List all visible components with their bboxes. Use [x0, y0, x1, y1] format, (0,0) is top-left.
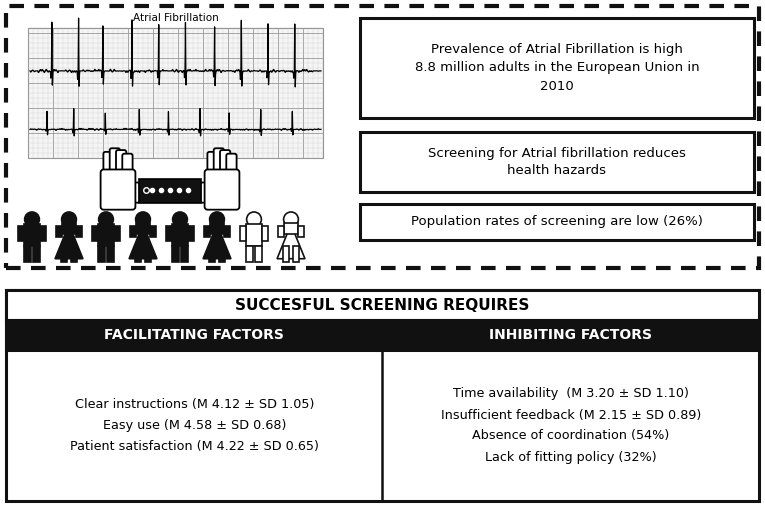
Bar	[92, 226, 98, 241]
FancyBboxPatch shape	[122, 154, 132, 177]
Bar	[56, 226, 63, 237]
Text: Time availability  (M 3.20 ± SD 1.10)
Insufficient feedback (M 2.15 ± SD 0.89)
A: Time availability (M 3.20 ± SD 1.10) Ins…	[441, 387, 701, 463]
Bar	[135, 245, 142, 262]
Bar	[6, 290, 759, 320]
Bar	[98, 224, 114, 245]
FancyBboxPatch shape	[226, 154, 236, 177]
Bar	[41, 226, 46, 241]
Bar	[210, 223, 223, 234]
Bar	[6, 6, 759, 268]
Bar	[130, 226, 136, 237]
Bar	[70, 245, 77, 262]
Bar	[6, 290, 759, 501]
Bar	[139, 179, 201, 203]
Text: Clear instructions (M 4.12 ± SD 1.05)
Easy use (M 4.58 ± SD 0.68)
Patient satisf: Clear instructions (M 4.12 ± SD 1.05) Ea…	[70, 398, 319, 453]
Bar	[150, 226, 156, 237]
Bar	[24, 245, 31, 262]
Polygon shape	[203, 224, 231, 259]
Bar	[240, 226, 246, 241]
Bar	[246, 245, 253, 262]
Circle shape	[99, 212, 113, 227]
Circle shape	[246, 212, 262, 227]
Text: FACILITATING FACTORS: FACILITATING FACTORS	[104, 328, 284, 342]
FancyBboxPatch shape	[200, 183, 213, 203]
Bar	[28, 28, 323, 158]
FancyBboxPatch shape	[213, 148, 224, 177]
Circle shape	[62, 212, 76, 227]
Bar	[60, 245, 67, 262]
Circle shape	[210, 212, 224, 227]
Polygon shape	[55, 224, 83, 259]
Bar	[145, 245, 151, 262]
Bar	[204, 226, 210, 237]
FancyBboxPatch shape	[116, 150, 126, 177]
Text: Prevalence of Atrial Fibrillation is high
8.8 million adults in the European Uni: Prevalence of Atrial Fibrillation is hig…	[415, 44, 699, 92]
FancyBboxPatch shape	[220, 150, 230, 177]
Polygon shape	[129, 224, 157, 259]
Bar	[219, 245, 225, 262]
Bar	[172, 224, 188, 245]
Circle shape	[173, 212, 187, 227]
Text: Atrial Fibrillation: Atrial Fibrillation	[132, 13, 218, 23]
Circle shape	[135, 212, 151, 227]
Bar	[285, 223, 298, 234]
Circle shape	[24, 212, 39, 227]
FancyBboxPatch shape	[101, 169, 135, 210]
Bar	[6, 320, 759, 350]
Text: SUCCESFUL SCREENING REQUIRES: SUCCESFUL SCREENING REQUIRES	[236, 298, 529, 312]
Bar	[262, 226, 268, 241]
Bar	[360, 204, 754, 240]
Text: INHIBITING FACTORS: INHIBITING FACTORS	[490, 328, 653, 342]
Bar	[166, 226, 172, 241]
Bar	[293, 245, 299, 262]
Bar	[99, 245, 105, 262]
Bar	[360, 18, 754, 118]
FancyBboxPatch shape	[109, 148, 120, 177]
Bar	[63, 223, 76, 234]
Bar	[223, 226, 230, 237]
FancyBboxPatch shape	[207, 152, 218, 177]
Bar	[172, 245, 179, 262]
Polygon shape	[277, 224, 305, 259]
Bar	[360, 132, 754, 192]
Bar	[18, 226, 24, 241]
Text: Screening for Atrial fibrillation reduces
health hazards: Screening for Atrial fibrillation reduce…	[428, 147, 686, 177]
Bar	[107, 245, 113, 262]
FancyBboxPatch shape	[204, 169, 239, 210]
Bar	[298, 226, 304, 237]
Bar	[33, 245, 40, 262]
Bar	[114, 226, 120, 241]
Text: Population rates of screening are low (26%): Population rates of screening are low (2…	[411, 215, 703, 229]
Bar	[181, 245, 187, 262]
Bar	[24, 224, 41, 245]
FancyBboxPatch shape	[103, 152, 114, 177]
Bar	[136, 223, 150, 234]
Bar	[283, 245, 289, 262]
Bar	[76, 226, 82, 237]
Bar	[209, 245, 216, 262]
Bar	[246, 224, 262, 245]
Bar	[255, 245, 262, 262]
Bar	[188, 226, 194, 241]
FancyBboxPatch shape	[128, 183, 139, 203]
Circle shape	[284, 212, 298, 227]
Bar	[278, 226, 285, 237]
